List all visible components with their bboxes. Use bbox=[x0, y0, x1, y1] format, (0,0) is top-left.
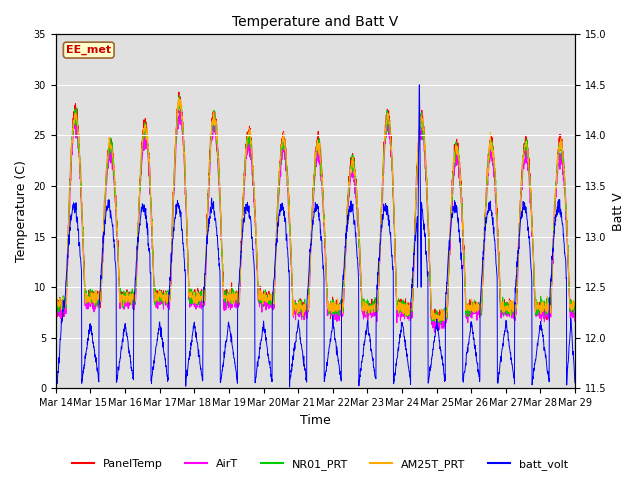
Y-axis label: Temperature (C): Temperature (C) bbox=[15, 160, 28, 262]
Text: EE_met: EE_met bbox=[66, 45, 111, 55]
X-axis label: Time: Time bbox=[300, 414, 331, 427]
Title: Temperature and Batt V: Temperature and Batt V bbox=[232, 15, 399, 29]
Y-axis label: Batt V: Batt V bbox=[612, 192, 625, 231]
Legend: PanelTemp, AirT, NR01_PRT, AM25T_PRT, batt_volt: PanelTemp, AirT, NR01_PRT, AM25T_PRT, ba… bbox=[68, 455, 572, 474]
